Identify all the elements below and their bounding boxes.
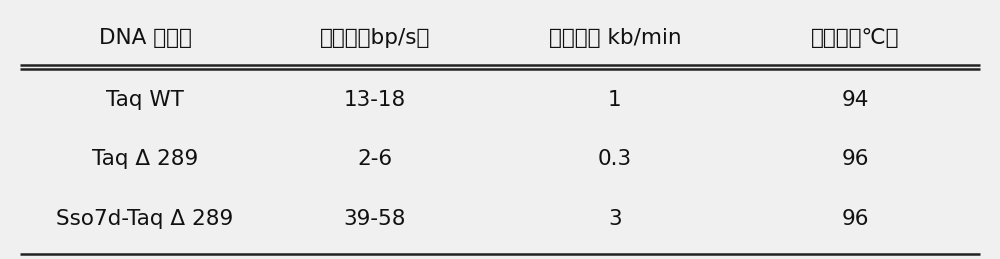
Text: 94: 94 [841,90,869,110]
Text: Taq WT: Taq WT [106,90,184,110]
Text: DNA 聚合酶: DNA 聚合酶 [99,27,191,48]
Text: 延伸速度 kb/min: 延伸速度 kb/min [549,27,681,48]
Text: 39-58: 39-58 [344,209,406,229]
Text: 13-18: 13-18 [344,90,406,110]
Text: 耔热性（℃）: 耔热性（℃） [811,27,899,48]
Text: 3: 3 [608,209,622,229]
Text: Taq Δ 289: Taq Δ 289 [92,149,198,169]
Text: 96: 96 [841,149,869,169]
Text: 2-6: 2-6 [357,149,393,169]
Text: 续进性（bp/s）: 续进性（bp/s） [320,27,430,48]
Text: 1: 1 [608,90,622,110]
Text: 96: 96 [841,209,869,229]
Text: Sso7d-Taq Δ 289: Sso7d-Taq Δ 289 [56,209,234,229]
Text: 0.3: 0.3 [598,149,632,169]
